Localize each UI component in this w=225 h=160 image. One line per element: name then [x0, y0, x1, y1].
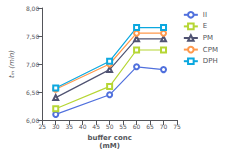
svg-text:6,50: 6,50	[26, 89, 40, 96]
svg-text:7,50: 7,50	[26, 33, 40, 40]
svg-text:75: 75	[173, 123, 181, 130]
svg-text:40: 40	[79, 123, 87, 130]
svg-text:25: 25	[38, 123, 46, 130]
svg-text:45: 45	[92, 123, 100, 130]
svg-text:DPH: DPH	[203, 57, 218, 65]
svg-text:CPM: CPM	[203, 46, 218, 54]
svg-text:35: 35	[65, 123, 73, 130]
svg-text:60: 60	[133, 123, 141, 130]
svg-text:7,00: 7,00	[26, 61, 40, 68]
svg-text:70: 70	[160, 123, 168, 130]
svg-text:E: E	[203, 22, 207, 30]
svg-text:65: 65	[146, 123, 154, 130]
svg-text:tₘ (min): tₘ (min)	[8, 50, 16, 78]
svg-text:II: II	[203, 11, 207, 19]
svg-text:8,00: 8,00	[26, 5, 40, 12]
svg-text:6,00: 6,00	[26, 117, 40, 124]
svg-text:55: 55	[119, 123, 127, 130]
svg-text:50: 50	[106, 123, 114, 130]
svg-text:30: 30	[52, 123, 60, 130]
svg-text:buffer conc: buffer conc	[87, 134, 131, 142]
svg-text:(mM): (mM)	[99, 142, 120, 150]
svg-text:PM: PM	[203, 34, 213, 42]
